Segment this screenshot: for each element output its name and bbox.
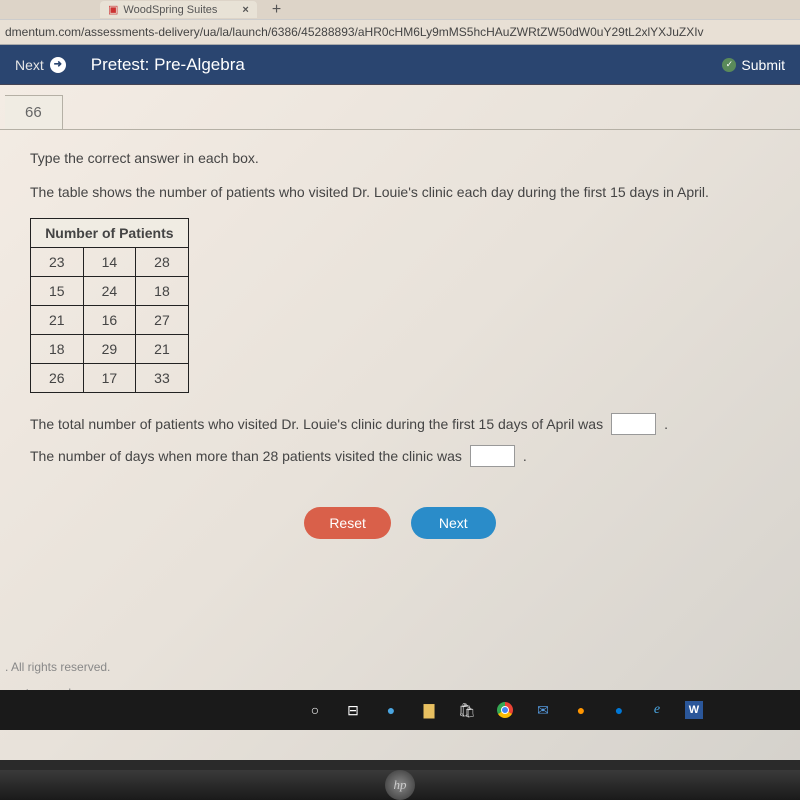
hp-logo-icon: hp [385, 770, 415, 800]
ie-icon[interactable]: e [647, 700, 667, 720]
next-label: Next [15, 57, 44, 73]
firefox-icon[interactable]: ● [571, 700, 591, 720]
period: . [664, 416, 668, 432]
instruction-text: Type the correct answer in each box. [30, 150, 770, 166]
word-icon[interactable]: W [685, 701, 703, 719]
cortana-icon[interactable]: ○ [305, 700, 325, 720]
mail-icon[interactable]: ✉ [533, 700, 553, 720]
check-icon: ✓ [722, 58, 736, 72]
taskview-icon[interactable]: ⊟ [343, 700, 363, 720]
answer-line-1: The total number of patients who visited… [30, 413, 770, 435]
taskbar: ○ ⊟ ● ▇ 🛍 ✉ ● ● e W [0, 690, 800, 730]
table-row: 152418 [31, 277, 189, 306]
question-number: 66 [5, 95, 63, 130]
close-icon[interactable]: × [242, 4, 248, 16]
table-cell: 21 [31, 306, 84, 335]
browser-tabs: ▣ WoodSpring Suites × + [0, 0, 800, 20]
rights-text: . All rights reserved. [5, 660, 795, 674]
store-icon[interactable]: 🛍 [457, 700, 477, 720]
submit-button[interactable]: ✓ Submit [722, 57, 785, 73]
content-area: 66 Type the correct answer in each box. … [0, 85, 800, 559]
answer-text-1: The total number of patients who visited… [30, 416, 603, 432]
table-cell: 23 [31, 248, 84, 277]
edge-icon[interactable]: ● [381, 700, 401, 720]
table-cell: 24 [83, 277, 136, 306]
page-title: Pretest: Pre-Algebra [91, 55, 723, 75]
problem-text: The table shows the number of patients w… [30, 184, 770, 200]
table-cell: 26 [31, 364, 84, 393]
period: . [523, 448, 527, 464]
table-cell: 14 [83, 248, 136, 277]
button-row: Reset Next [30, 507, 770, 539]
new-tab-icon[interactable]: + [272, 1, 281, 19]
next-button[interactable]: Next ➜ [15, 57, 66, 73]
reset-button[interactable]: Reset [304, 507, 391, 539]
answer-input-1[interactable] [611, 413, 656, 435]
question-body: Type the correct answer in each box. The… [0, 130, 800, 559]
edge2-icon[interactable]: ● [609, 700, 629, 720]
url-text: dmentum.com/assessments-delivery/ua/la/l… [5, 25, 704, 39]
answer-text-2: The number of days when more than 28 pat… [30, 448, 462, 464]
url-bar[interactable]: dmentum.com/assessments-delivery/ua/la/l… [0, 20, 800, 45]
explorer-icon[interactable]: ▇ [419, 700, 439, 720]
patients-table: Number of Patients 231428152418211627182… [30, 218, 189, 393]
table-cell: 28 [136, 248, 189, 277]
table-cell: 17 [83, 364, 136, 393]
table-cell: 18 [31, 335, 84, 364]
submit-label: Submit [741, 57, 785, 73]
tab[interactable]: ▣ WoodSpring Suites × [100, 1, 257, 18]
answer-line-2: The number of days when more than 28 pat… [30, 445, 770, 467]
arrow-right-icon: ➜ [50, 57, 66, 73]
table-cell: 29 [83, 335, 136, 364]
table-cell: 18 [136, 277, 189, 306]
table-header: Number of Patients [31, 219, 189, 248]
chrome-icon[interactable] [495, 700, 515, 720]
table-cell: 15 [31, 277, 84, 306]
tab-title: WoodSpring Suites [123, 4, 217, 16]
table-row: 211627 [31, 306, 189, 335]
taskbar-icons: ○ ⊟ ● ▇ 🛍 ✉ ● ● e W [305, 700, 703, 720]
table-row: 261733 [31, 364, 189, 393]
laptop-bezel: hp [0, 770, 800, 800]
table-cell: 27 [136, 306, 189, 335]
table-row: 182921 [31, 335, 189, 364]
table-cell: 16 [83, 306, 136, 335]
answer-input-2[interactable] [470, 445, 515, 467]
next-question-button[interactable]: Next [411, 507, 496, 539]
table-row: 231428 [31, 248, 189, 277]
assessment-header: Next ➜ Pretest: Pre-Algebra ✓ Submit [0, 45, 800, 85]
table-cell: 33 [136, 364, 189, 393]
table-cell: 21 [136, 335, 189, 364]
